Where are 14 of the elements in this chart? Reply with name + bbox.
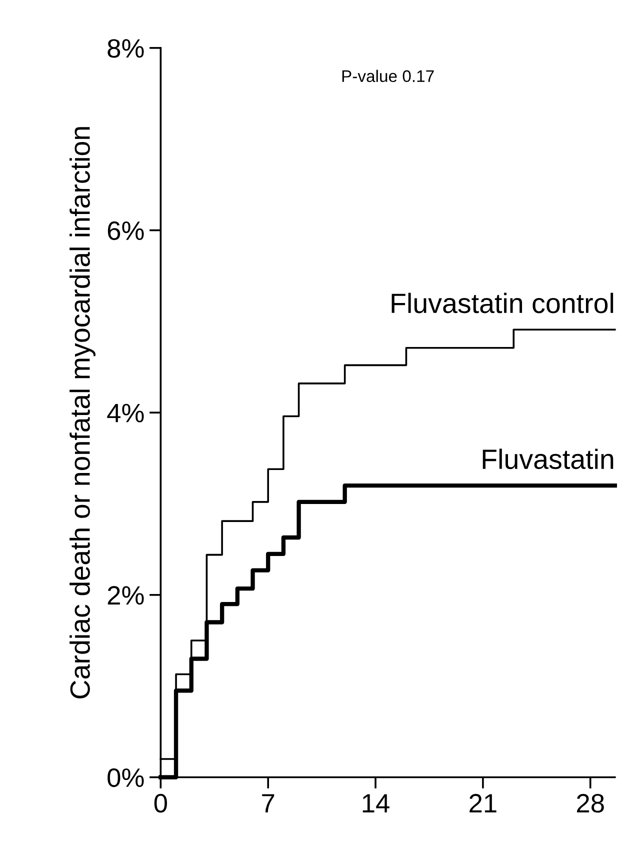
- y-tick-label: 0%: [108, 768, 144, 788]
- x-tick-label: 28: [577, 794, 604, 813]
- annotation: P-value 0.17: [342, 70, 434, 82]
- series-label: Fluvastatin: [482, 448, 614, 470]
- y-axis-title: Cardiac death or nonfatal myocardial infarction: [70, 127, 96, 698]
- x-tick-label: 14: [362, 794, 390, 812]
- y-tick-label: 8%: [108, 39, 144, 58]
- x-tick-label: 21: [470, 794, 496, 812]
- y-tick-label: 2%: [108, 586, 144, 605]
- series-label: Fluvastatin control: [392, 292, 614, 314]
- x-tick-label: 7: [262, 794, 274, 812]
- y-tick-label: 6%: [108, 221, 144, 240]
- y-tick-label: 4%: [107, 404, 144, 422]
- x-tick-label: 0: [154, 794, 167, 813]
